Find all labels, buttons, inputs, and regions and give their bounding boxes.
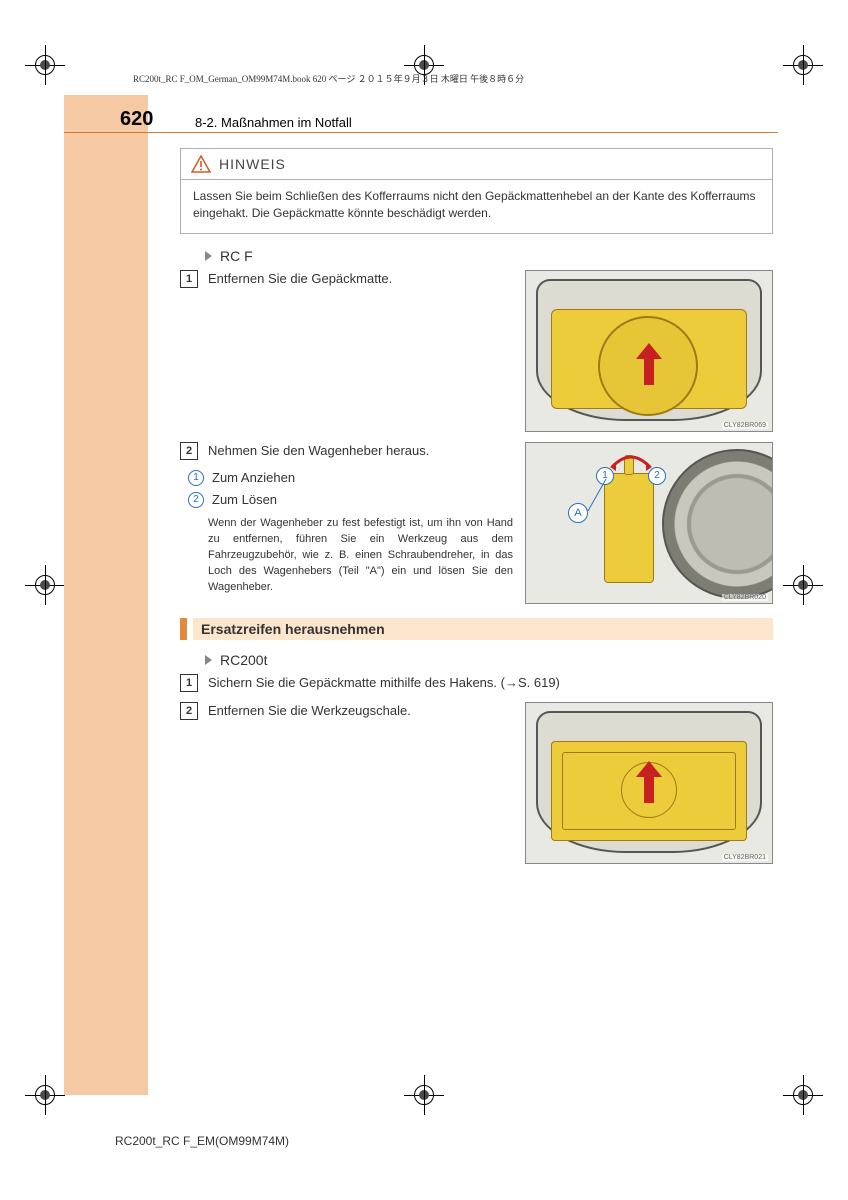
sub-item-text: Zum Anziehen bbox=[212, 470, 295, 485]
leader-line bbox=[584, 477, 608, 513]
notice-body: Lassen Sie beim Schließen des Kofferraum… bbox=[181, 180, 772, 233]
circled-number-icon: 1 bbox=[188, 470, 204, 486]
step-note: Wenn der Wagenheber zu fest befestigt is… bbox=[208, 516, 513, 596]
step-text: Nehmen Sie den Wagenheber heraus. bbox=[208, 442, 513, 460]
section-header: 8-2. Maßnahmen im Notfall bbox=[195, 115, 352, 130]
section-bar: Ersatzreifen herausnehmen bbox=[180, 618, 773, 640]
warning-icon bbox=[191, 155, 211, 173]
model-heading-rcf: RC F bbox=[205, 248, 773, 264]
sub-item-text: Zum Lösen bbox=[212, 492, 277, 507]
red-up-arrow-icon bbox=[636, 761, 662, 803]
notice-box: HINWEIS Lassen Sie beim Schließen des Ko… bbox=[180, 148, 773, 234]
step-number-box: 1 bbox=[180, 674, 198, 692]
file-header-line: RC200t_RC F_OM_German_OM99M74M.book 620 … bbox=[133, 72, 524, 85]
step-number-box: 2 bbox=[180, 442, 198, 460]
crop-mark bbox=[783, 565, 823, 605]
step-a2: 2 Nehmen Sie den Wagenheber heraus. bbox=[180, 442, 513, 460]
orange-rule bbox=[64, 132, 778, 133]
callout-2: 2 bbox=[648, 467, 666, 485]
curved-arrow-icon bbox=[608, 451, 654, 471]
figure-code: CLY82BR069 bbox=[722, 422, 768, 429]
step-text: Entfernen Sie die Gepäckmatte. bbox=[208, 270, 513, 288]
red-up-arrow-icon bbox=[636, 343, 662, 385]
step-text: Sichern Sie die Gepäckmatte mithilfe des… bbox=[208, 674, 773, 692]
step-b2: 2 Entfernen Sie die Werkzeugschale. bbox=[180, 702, 513, 720]
notice-header: HINWEIS bbox=[181, 149, 772, 180]
page-number: 620 bbox=[120, 108, 153, 131]
triangle-bullet-icon bbox=[205, 655, 212, 665]
crop-mark bbox=[25, 565, 65, 605]
sub-item-1: 1 Zum Anziehen bbox=[188, 470, 513, 486]
step-number-box: 1 bbox=[180, 270, 198, 288]
footer-code: RC200t_RC F_EM(OM99M74M) bbox=[115, 1134, 289, 1148]
circled-number-icon: 2 bbox=[188, 492, 204, 508]
triangle-bullet-icon bbox=[205, 251, 212, 261]
crop-mark bbox=[25, 1075, 65, 1115]
sub-item-2: 2 Zum Lösen bbox=[188, 492, 513, 508]
step-b1: 1 Sichern Sie die Gepäckmatte mithilfe d… bbox=[180, 674, 773, 692]
model-heading-rc200t: RC200t bbox=[205, 652, 773, 668]
crop-mark bbox=[404, 1075, 444, 1115]
figure-code: CLY82BR021 bbox=[722, 854, 768, 861]
figure-trunk-mat: CLY82BR069 bbox=[525, 270, 773, 432]
figure-tool-tray: CLY82BR021 bbox=[525, 702, 773, 864]
section-bar-title: Ersatzreifen herausnehmen bbox=[193, 618, 773, 640]
crop-mark bbox=[783, 1075, 823, 1115]
crop-mark bbox=[783, 45, 823, 85]
step-text: Entfernen Sie die Werkzeugschale. bbox=[208, 702, 513, 720]
notice-title: HINWEIS bbox=[219, 156, 286, 172]
model-label: RC200t bbox=[220, 652, 267, 668]
page-content: HINWEIS Lassen Sie beim Schließen des Ko… bbox=[180, 148, 773, 874]
orange-tab-icon bbox=[180, 618, 187, 640]
side-orange-bar bbox=[64, 95, 148, 1095]
figure-code: CLY82BR020 bbox=[722, 594, 768, 601]
step-number-box: 2 bbox=[180, 702, 198, 720]
figure-jack: 1 2 A CLY82BR020 bbox=[525, 442, 773, 604]
step-a1: 1 Entfernen Sie die Gepäckmatte. bbox=[180, 270, 513, 288]
crop-mark bbox=[25, 45, 65, 85]
model-label: RC F bbox=[220, 248, 253, 264]
